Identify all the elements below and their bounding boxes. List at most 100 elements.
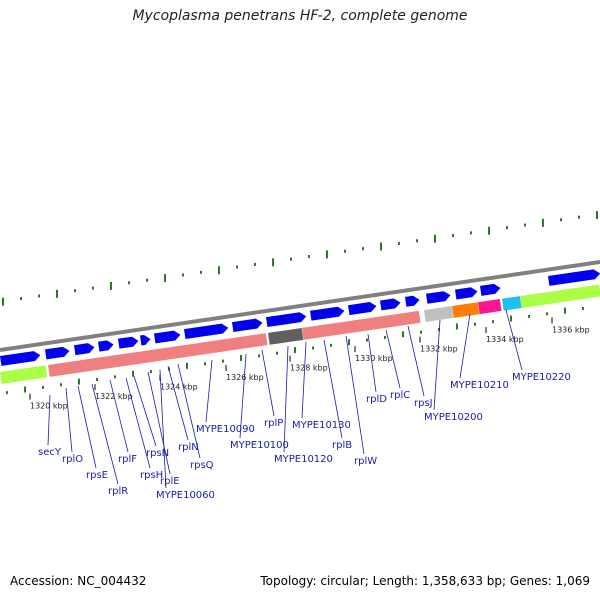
skew-mark — [114, 375, 116, 379]
skew-mark — [92, 286, 94, 290]
forward-gene-arrow — [74, 343, 95, 356]
gc-skew-track-outer — [2, 210, 598, 306]
gene-label: rplP — [264, 418, 283, 429]
backbone-line — [0, 260, 600, 352]
skew-mark — [420, 330, 422, 334]
skew-mark — [596, 210, 598, 219]
skew-mark — [20, 297, 22, 301]
gene-leader-line — [77, 385, 97, 469]
skew-mark — [380, 242, 382, 251]
skew-mark — [546, 312, 548, 316]
forward-gene-arrow — [480, 283, 501, 296]
ruler-tick-label: 1332 kbp — [420, 345, 458, 354]
ruler-tick-label: 1336 kbp — [552, 325, 590, 334]
reverse-gene-block — [0, 365, 48, 384]
forward-gene-arrow — [266, 312, 307, 328]
skew-mark — [200, 270, 202, 274]
skew-mark — [272, 258, 274, 267]
genome-summary-text: Topology: circular; Length: 1,358,633 bp… — [260, 574, 590, 588]
ruler-tick-label: 1328 kbp — [290, 364, 328, 373]
forward-gene-arrow — [140, 334, 151, 346]
forward-gene-arrow — [310, 306, 345, 321]
gene-leader-line — [505, 309, 523, 371]
gene-leader-line — [205, 359, 213, 423]
skew-mark — [402, 331, 404, 338]
forward-strand-genes — [0, 269, 600, 366]
skew-mark — [236, 265, 238, 269]
skew-mark — [42, 385, 44, 389]
gene-label: rplN — [178, 442, 199, 453]
gene-label: MYPE10200 — [424, 412, 483, 423]
skew-mark — [258, 354, 260, 358]
skew-mark — [470, 231, 472, 235]
skew-mark — [186, 362, 188, 369]
reverse-gene-block — [302, 310, 421, 340]
gene-label: rplR — [108, 486, 128, 497]
skew-mark — [326, 250, 328, 259]
gene-label: MYPE10210 — [450, 380, 509, 391]
skew-mark — [128, 281, 130, 285]
gene-leader-line — [323, 339, 343, 439]
gene-label: rplD — [366, 394, 387, 405]
skew-mark — [344, 249, 346, 253]
skew-mark — [308, 255, 310, 259]
skew-mark — [416, 239, 418, 243]
gene-label: MYPE10100 — [230, 440, 289, 451]
forward-gene-arrow — [548, 269, 600, 286]
forward-gene-arrow — [154, 330, 181, 344]
skew-mark — [362, 247, 364, 251]
skew-mark — [542, 218, 544, 227]
skew-mark — [56, 289, 58, 298]
skew-mark — [560, 218, 562, 222]
gene-leader-line — [177, 363, 201, 459]
skew-mark — [582, 307, 584, 311]
skew-mark — [564, 307, 566, 314]
skew-mark — [434, 234, 436, 243]
forward-gene-arrow — [455, 287, 478, 300]
forward-gene-arrow — [0, 351, 41, 366]
genome-backbone — [0, 260, 600, 352]
skew-mark — [452, 234, 454, 238]
skew-mark — [474, 322, 476, 326]
reverse-gene-block — [478, 299, 502, 315]
gene-leader-line — [65, 387, 73, 453]
skew-mark — [578, 215, 580, 219]
gene-leader-line — [407, 325, 425, 397]
gene-label: MYPE10220 — [512, 372, 571, 383]
forward-gene-arrow — [98, 340, 114, 352]
forward-gene-arrow — [405, 295, 420, 307]
skew-mark — [524, 223, 526, 227]
reverse-gene-block — [268, 327, 304, 345]
skew-mark — [38, 294, 40, 298]
gene-leader-line — [125, 377, 151, 469]
skew-mark — [6, 391, 8, 395]
skew-mark — [132, 370, 134, 377]
skew-mark — [492, 320, 494, 324]
forward-gene-arrow — [45, 346, 70, 360]
skew-mark — [366, 338, 368, 342]
skew-mark — [204, 362, 206, 366]
forward-gene-arrow — [426, 291, 451, 304]
ruler-tick-label: 1330 kbp — [355, 354, 393, 363]
reverse-gene-block — [47, 333, 268, 377]
gene-label: rplO — [62, 454, 83, 465]
gene-leader-line — [147, 371, 171, 475]
gc-skew-track-inner — [6, 307, 584, 395]
gene-leader-line — [301, 341, 307, 419]
gene-label: rpsE — [86, 470, 108, 481]
reverse-gene-block — [520, 284, 600, 308]
gene-label: rplW — [354, 456, 377, 467]
skew-mark — [74, 289, 76, 293]
skew-mark — [24, 386, 26, 393]
gene-leader-line — [261, 349, 275, 417]
reverse-gene-block — [452, 302, 480, 318]
skew-mark — [330, 343, 332, 347]
skew-mark — [110, 281, 112, 290]
gene-label: MYPE10120 — [274, 454, 333, 465]
skew-mark — [78, 378, 80, 385]
skew-mark — [164, 274, 166, 283]
gene-label: MYPE10130 — [292, 420, 351, 431]
skew-mark — [312, 346, 314, 350]
gene-label: rpsJ — [414, 398, 433, 409]
skew-mark — [488, 226, 490, 235]
